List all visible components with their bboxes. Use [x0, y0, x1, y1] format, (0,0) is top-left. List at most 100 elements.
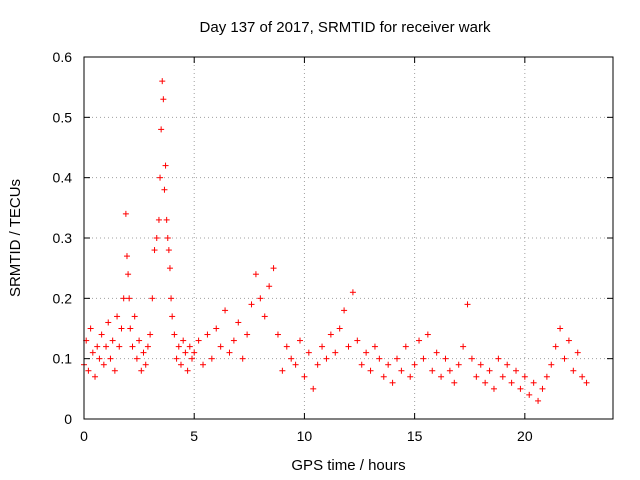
data-point: [126, 295, 133, 302]
data-point: [358, 361, 365, 368]
y-tick-label: 0.3: [53, 230, 73, 246]
data-point: [583, 379, 590, 386]
data-point: [116, 343, 123, 350]
y-tick-label: 0.2: [53, 290, 73, 306]
data-point: [385, 361, 392, 368]
data-point: [180, 337, 187, 344]
data-point: [92, 373, 99, 380]
data-point: [261, 313, 268, 320]
data-point: [244, 331, 251, 338]
data-point: [161, 186, 168, 193]
data-point: [499, 373, 506, 380]
data-point: [184, 367, 191, 374]
data-point: [557, 325, 564, 332]
data-point: [310, 385, 317, 392]
x-tick-label: 15: [407, 428, 423, 444]
data-point: [561, 355, 568, 362]
data-point: [442, 355, 449, 362]
data-point: [168, 295, 175, 302]
data-point: [157, 174, 164, 181]
data-point: [189, 355, 196, 362]
data-point: [226, 349, 233, 356]
data-point: [136, 337, 143, 344]
data-point: [393, 355, 400, 362]
data-point: [89, 349, 96, 356]
data-point: [314, 361, 321, 368]
data-point: [105, 319, 112, 326]
data-point: [131, 313, 138, 320]
data-point: [204, 331, 211, 338]
data-point: [460, 343, 467, 350]
data-point: [147, 331, 154, 338]
y-axis-title: SRMTID / TECUs: [7, 179, 24, 297]
data-point: [129, 343, 136, 350]
data-point: [171, 331, 178, 338]
data-point: [144, 343, 151, 350]
data-point: [279, 367, 286, 374]
data-point: [200, 361, 207, 368]
chart-title: Day 137 of 2017, SRMTID for receiver war…: [200, 19, 491, 36]
data-point: [327, 331, 334, 338]
data-point: [186, 343, 193, 350]
data-point: [376, 355, 383, 362]
data-point: [118, 325, 125, 332]
data-point: [182, 349, 189, 356]
data-point: [371, 343, 378, 350]
data-point: [508, 379, 515, 386]
data-point: [283, 343, 290, 350]
data-point: [158, 126, 165, 133]
data-point: [160, 96, 167, 103]
data-point: [107, 355, 114, 362]
data-point: [332, 349, 339, 356]
grid: [84, 57, 613, 419]
data-point: [217, 343, 224, 350]
data-point: [122, 210, 129, 217]
data-point: [162, 162, 169, 169]
data-point: [175, 343, 182, 350]
data-point: [127, 325, 134, 332]
data-point: [163, 216, 170, 223]
data-point: [98, 331, 105, 338]
data-point: [165, 247, 172, 254]
data-point: [288, 355, 295, 362]
data-point: [468, 355, 475, 362]
data-point: [420, 355, 427, 362]
data-point: [230, 337, 237, 344]
data-point: [222, 307, 229, 314]
x-tick-label: 0: [80, 428, 88, 444]
data-point: [164, 235, 171, 241]
data-point: [513, 367, 520, 374]
data-point: [319, 343, 326, 350]
data-point: [477, 361, 484, 368]
data-point: [252, 271, 259, 278]
data-point: [111, 367, 118, 374]
data-point: [120, 295, 127, 302]
data-point: [85, 367, 92, 374]
data-point: [292, 361, 299, 368]
y-tick-label: 0: [64, 411, 72, 427]
data-point: [208, 355, 215, 362]
data-point: [495, 355, 502, 362]
data-point: [159, 78, 166, 85]
data-point: [195, 337, 202, 344]
x-axis-title: GPS time / hours: [291, 457, 405, 474]
data-point: [345, 343, 352, 350]
data-point: [100, 361, 107, 368]
data-point: [416, 337, 423, 344]
data-point: [530, 379, 537, 386]
data-point: [354, 337, 361, 344]
data-point: [323, 355, 330, 362]
data-point: [543, 373, 550, 380]
data-point: [257, 295, 264, 302]
data-point: [266, 283, 273, 290]
data-point: [429, 367, 436, 374]
data-point: [274, 331, 281, 338]
data-point: [191, 349, 198, 356]
data-point: [341, 307, 348, 314]
data-point: [151, 247, 158, 254]
data-point: [548, 361, 555, 368]
axis-ticks: 0 5 10 15 20 0 0.1 0.2 0.3 0.4 0.5 0.6: [53, 49, 613, 444]
data-point: [248, 301, 255, 308]
data-point: [411, 361, 418, 368]
data-point: [138, 367, 145, 374]
